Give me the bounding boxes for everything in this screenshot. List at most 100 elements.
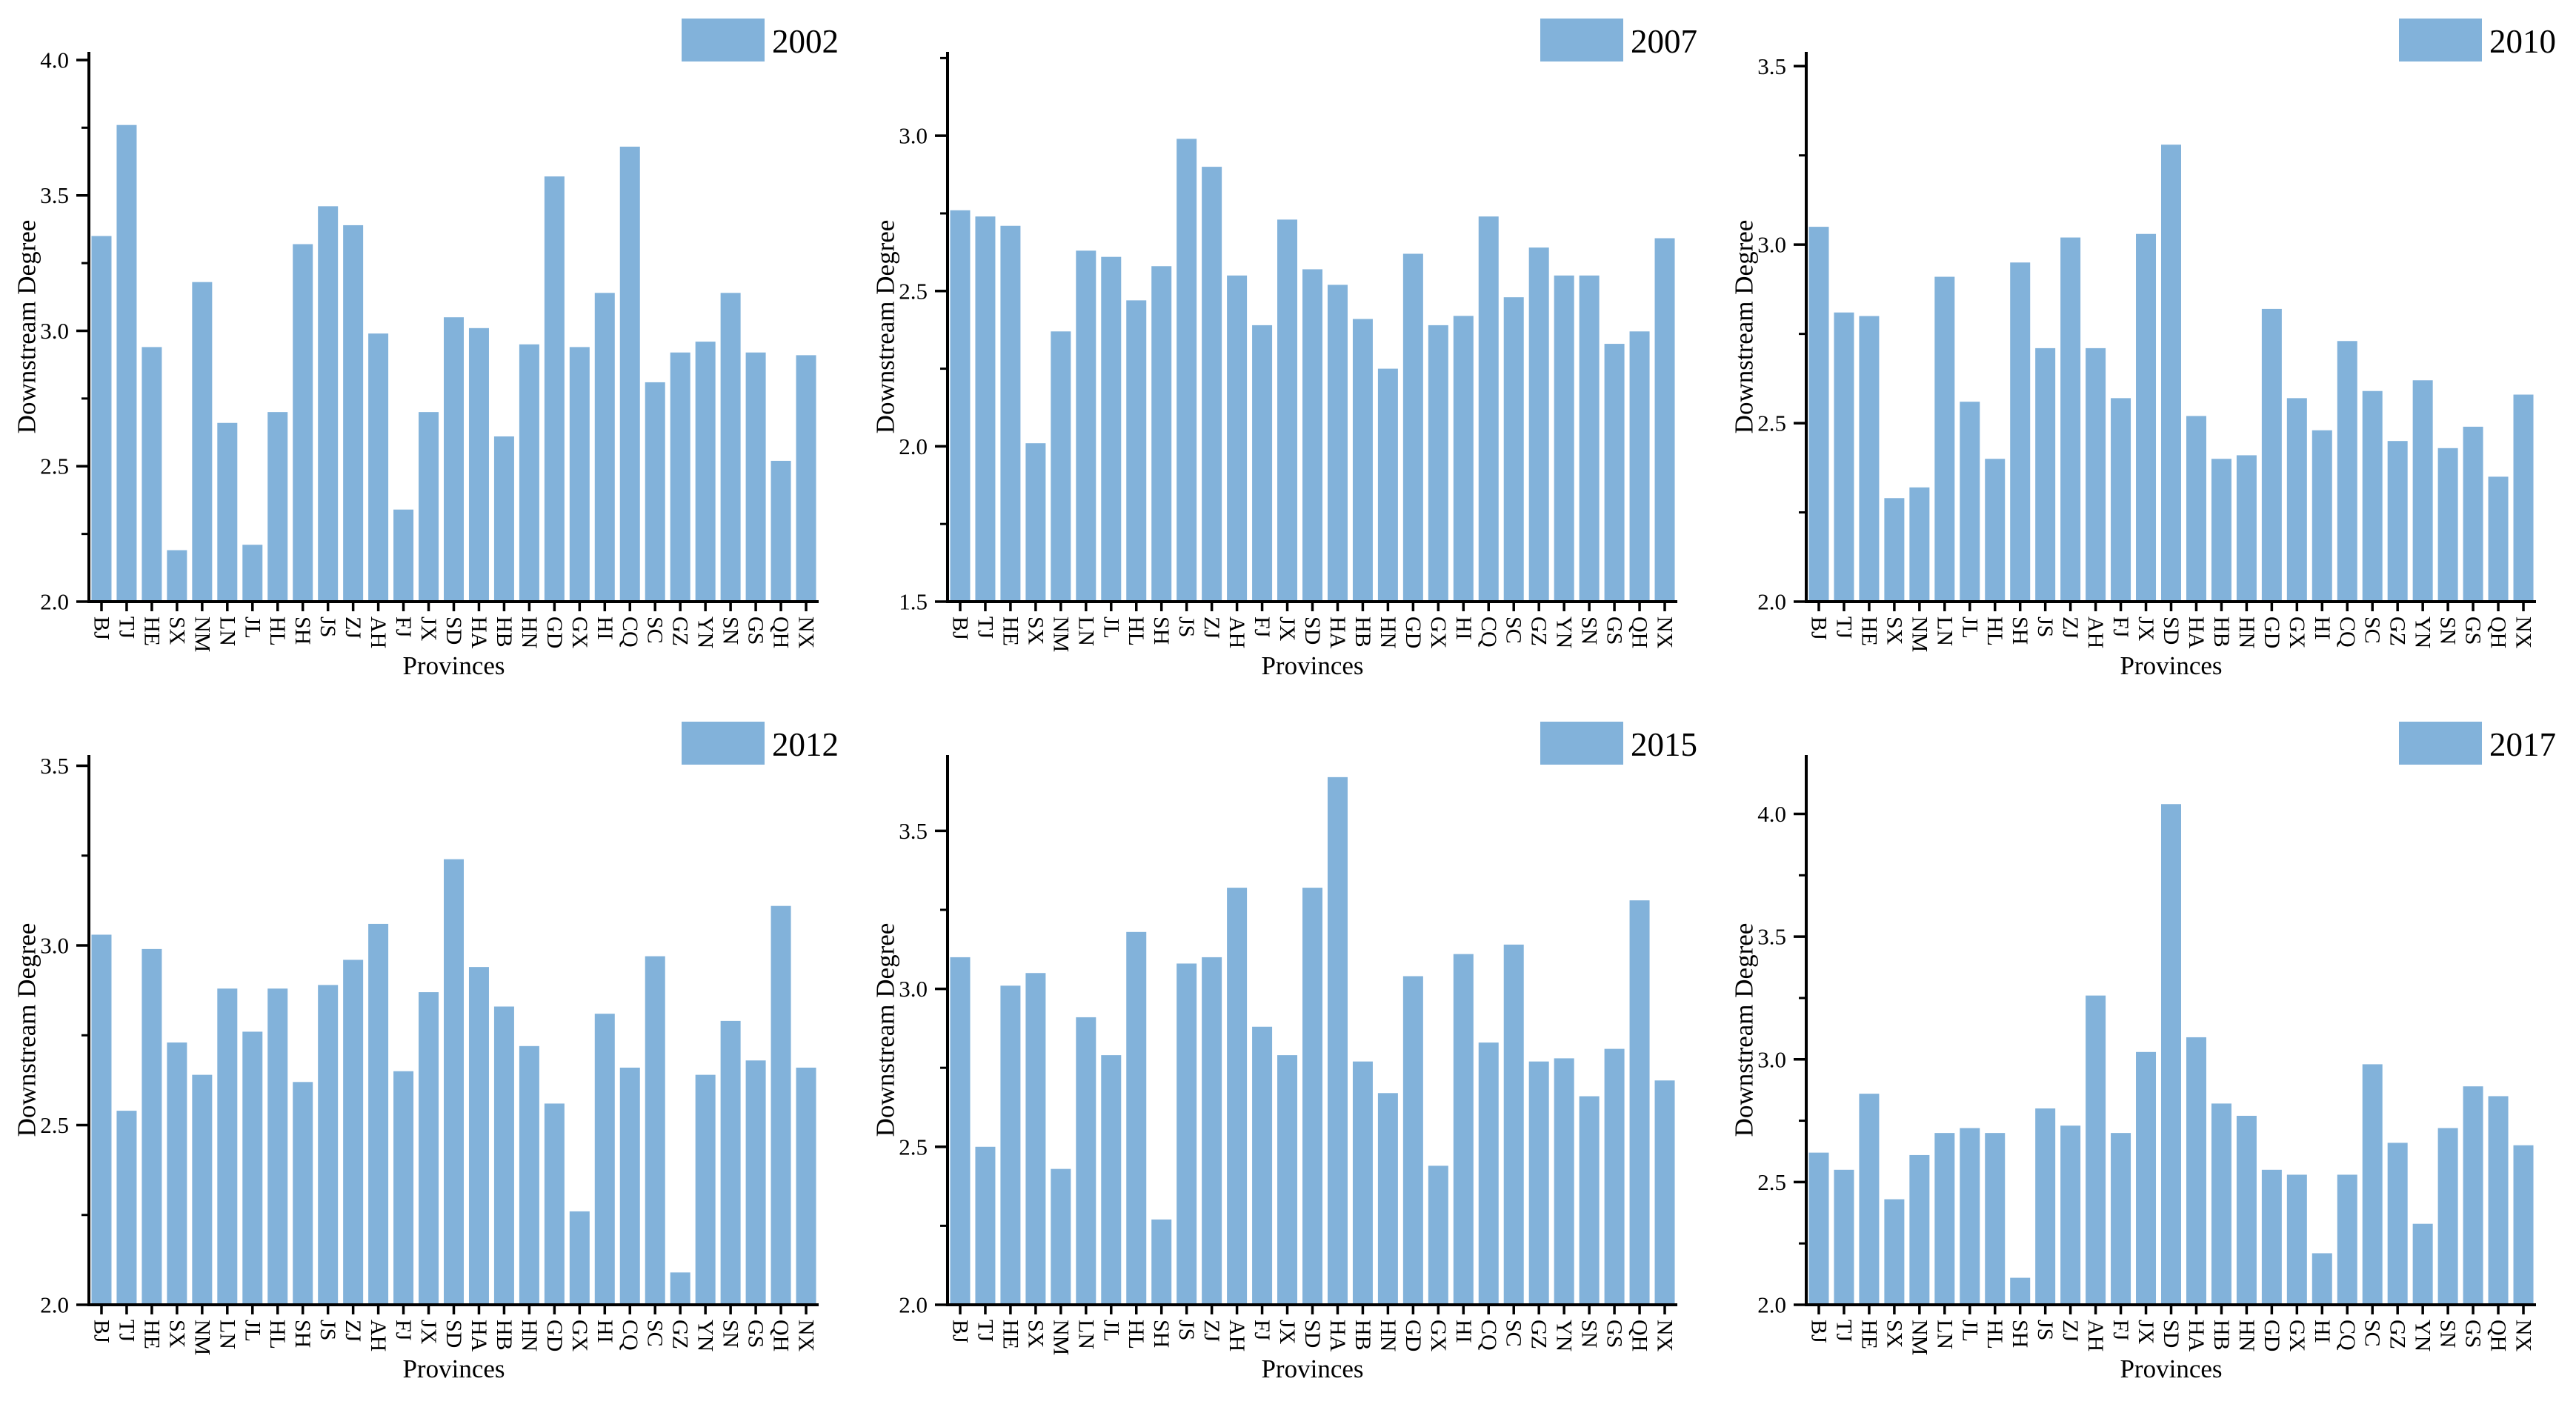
y-tick-label: 2.0 [1757, 1292, 1786, 1318]
bar-2002-HB [493, 436, 514, 602]
x-tick-label-SC: SC [643, 616, 668, 644]
x-tick-label-JX: JX [416, 1320, 441, 1345]
x-tick-label-GS: GS [1602, 1320, 1627, 1348]
bar-2012-GS [745, 1060, 766, 1305]
x-tick-label-GZ: GZ [2386, 1320, 2410, 1349]
bar-2012-HB [493, 1006, 514, 1305]
bar-2010-BJ [1808, 227, 1829, 602]
x-tick-label-HE: HE [998, 616, 1022, 646]
x-tick-label-HI: HI [593, 1320, 617, 1343]
y-tick-label: 2.0 [40, 1292, 69, 1318]
bar-2012-FJ [393, 1071, 414, 1305]
bar-2007-HN [1377, 368, 1398, 602]
x-tick-label-LN: LN [1932, 616, 1957, 646]
x-tick-label-HL: HL [1983, 1320, 2007, 1349]
x-tick-label-HE: HE [139, 1320, 164, 1349]
bar-2002-BJ [91, 236, 112, 602]
x-tick-label-HA: HA [2184, 616, 2209, 649]
x-tick-label-CQ: CQ [1477, 1320, 1501, 1351]
bar-2017-JS [2035, 1108, 2056, 1305]
y-tick-label: 3.0 [899, 123, 928, 149]
x-tick-label-CQ: CQ [2335, 1320, 2360, 1351]
x-tick-label-JS: JS [316, 1320, 340, 1340]
x-tick-label-NX: NX [794, 616, 819, 649]
x-tick-label-HB: HB [2209, 616, 2234, 648]
bar-2012-YN [695, 1074, 716, 1305]
bar-2007-JL [1101, 256, 1122, 602]
y-tick-label: 2.5 [1757, 410, 1786, 436]
x-tick-label-HL: HL [1983, 616, 2007, 646]
y-axis-title: Downstream Degree [1730, 220, 1759, 434]
x-tick-label-JL: JL [240, 616, 264, 639]
x-tick-label-SD: SD [1300, 1320, 1325, 1348]
x-tick-label-SX: SX [164, 616, 189, 645]
bar-2010-CQ [2337, 341, 2357, 602]
x-tick-label-HN: HN [1376, 1320, 1400, 1351]
x-tick-label-SN: SN [2436, 616, 2460, 645]
x-tick-label-GD: GD [2260, 616, 2284, 648]
x-tick-label-JX: JX [1275, 616, 1299, 642]
x-tick-label-TJ: TJ [114, 1320, 139, 1342]
x-tick-label-JS: JS [2033, 1320, 2057, 1340]
bar-2017-GS [2463, 1086, 2483, 1305]
x-tick-label-YN: YN [693, 616, 718, 648]
x-tick-label-ZJ: ZJ [1199, 1320, 1224, 1342]
x-tick-label-ZJ: ZJ [2058, 616, 2083, 639]
bar-2012-AH [368, 923, 389, 1305]
bar-2017-GD [2261, 1169, 2282, 1305]
x-tick-label-AH: AH [2083, 616, 2108, 648]
x-tick-label-FJ: FJ [391, 616, 416, 638]
bar-2002-SN [720, 293, 741, 602]
x-tick-label-TJ: TJ [114, 616, 139, 639]
x-tick-label-NM: NM [190, 616, 214, 652]
y-axis-title: Downstream Degree [13, 923, 41, 1137]
x-tick-label-SX: SX [1882, 1320, 1906, 1349]
x-tick-label-JS: JS [316, 616, 340, 637]
x-tick-label-CQ: CQ [1477, 616, 1501, 648]
bar-2015-SD [1302, 888, 1322, 1305]
y-axis-title: Downstream Degree [1730, 923, 1759, 1137]
bar-2012-LN [217, 988, 238, 1305]
bar-2015-GD [1402, 976, 1423, 1305]
bar-2007-GZ [1528, 247, 1549, 602]
bar-2012-ZJ [343, 960, 364, 1305]
x-tick-label-ZJ: ZJ [1199, 616, 1224, 639]
y-tick-label: 3.0 [40, 933, 69, 959]
bar-2015-CQ [1478, 1042, 1499, 1305]
x-tick-label-SN: SN [1577, 616, 1602, 645]
bar-2012-HN [519, 1045, 539, 1305]
bar-2002-HL [267, 412, 288, 602]
bar-2012-HA [468, 967, 489, 1305]
x-tick-label-CQ: CQ [618, 1320, 642, 1351]
bar-2012-JX [419, 992, 439, 1305]
x-tick-label-GS: GS [2461, 616, 2486, 645]
x-tick-label-NX: NX [2512, 616, 2536, 649]
x-tick-label-SC: SC [1502, 1320, 1526, 1347]
bar-2002-NM [192, 282, 213, 602]
bar-2002-HI [594, 293, 615, 602]
bar-2015-SN [1579, 1096, 1600, 1305]
x-tick-label-JL: JL [1099, 616, 1123, 639]
x-tick-label-SX: SX [164, 1320, 189, 1349]
bar-2007-SH [1151, 266, 1172, 602]
bar-2002-FJ [393, 509, 414, 602]
x-tick-label-JX: JX [2134, 1320, 2158, 1345]
bar-2010-NX [2513, 394, 2534, 602]
bar-2017-SX [1884, 1199, 1905, 1305]
x-tick-label-BJ: BJ [1806, 616, 1831, 640]
bar-2010-HA [2186, 416, 2206, 602]
bar-2010-YN [2412, 380, 2433, 602]
bar-2017-HL [1985, 1133, 2006, 1306]
x-tick-label-HE: HE [139, 616, 164, 646]
bar-2012-HE [142, 948, 162, 1305]
bar-2010-GX [2286, 398, 2307, 602]
bar-2012-SD [444, 859, 464, 1305]
y-tick-label: 2.0 [40, 589, 69, 615]
bar-2017-TJ [1834, 1169, 1854, 1305]
y-tick-label: 2.0 [899, 433, 928, 459]
bar-2012-CQ [619, 1067, 640, 1305]
x-tick-label-JL: JL [1957, 616, 1982, 639]
x-tick-label-FJ: FJ [2109, 616, 2133, 638]
x-tick-label-QH: QH [1628, 616, 1652, 648]
